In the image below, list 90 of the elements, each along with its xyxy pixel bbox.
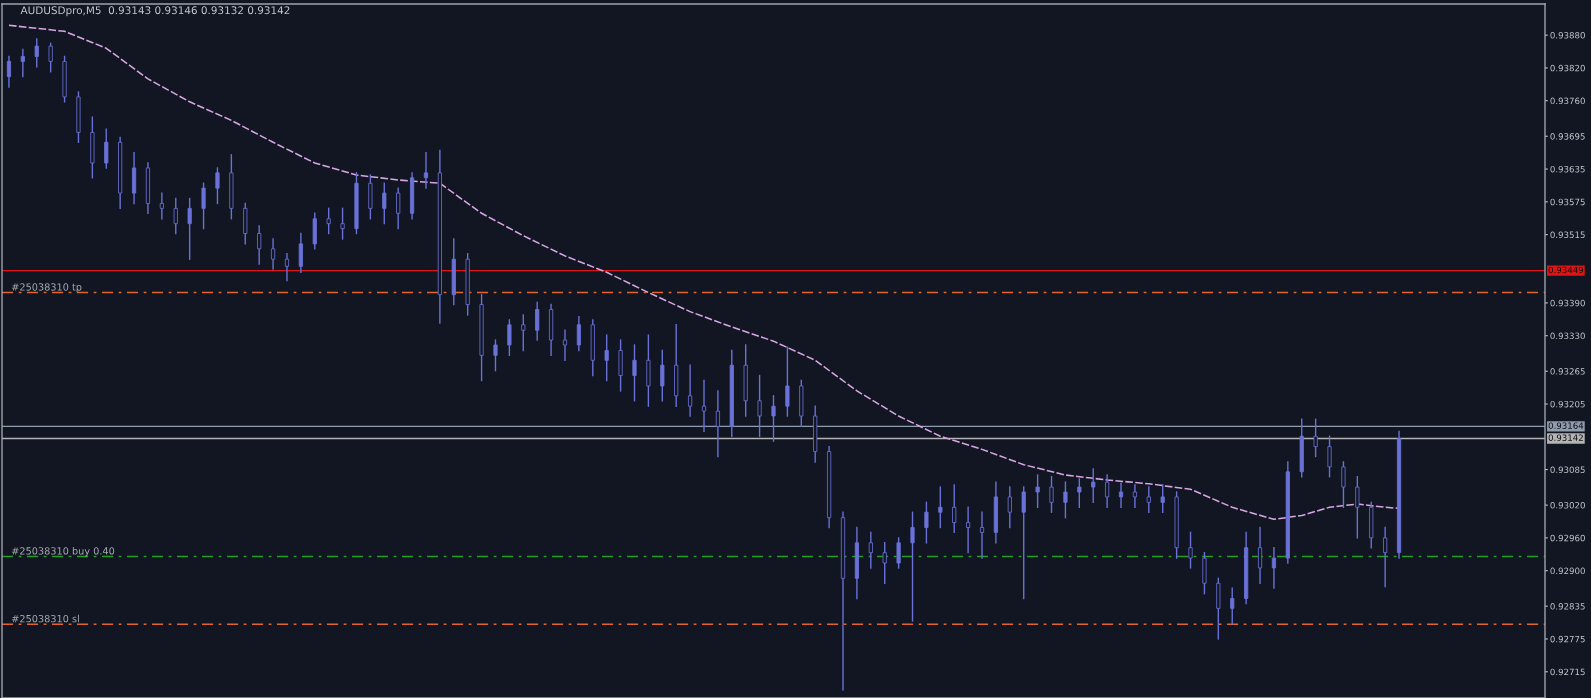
ref-line-label: 0.93142 xyxy=(1548,434,1583,441)
candlestick xyxy=(1035,474,1040,508)
candlestick xyxy=(576,315,581,352)
candlestick xyxy=(423,151,429,189)
candlestick xyxy=(535,301,540,341)
y-tick-label: 0.93695 xyxy=(1550,133,1585,140)
candlestick xyxy=(1077,478,1082,508)
candlestick xyxy=(1257,526,1263,584)
candlestick xyxy=(1146,486,1151,513)
y-tick-label: 0.92835 xyxy=(1550,603,1585,610)
candlestick xyxy=(493,339,498,372)
candlestick xyxy=(688,364,693,417)
y-tick-label: 0.92715 xyxy=(1550,668,1585,676)
candlestick xyxy=(382,182,387,225)
ref-line-label: #25038310 sl xyxy=(12,614,79,623)
candlestick xyxy=(521,314,526,352)
candlestick xyxy=(604,334,609,382)
candlestick xyxy=(159,192,164,220)
ref-line-label: 0.93164 xyxy=(1548,422,1584,429)
y-tick-label: 0.93760 xyxy=(1550,97,1585,105)
candlestick xyxy=(1160,484,1165,513)
candlestick xyxy=(1118,482,1124,508)
y-tick-label: 0.93635 xyxy=(1550,165,1585,173)
y-tick-label: 0.93205 xyxy=(1550,400,1585,408)
candlestick xyxy=(173,197,178,235)
candlestick xyxy=(1341,461,1346,508)
candlestick xyxy=(187,197,192,260)
ref-line-label: #25038310 tp xyxy=(12,283,82,293)
candlestick xyxy=(715,390,720,458)
candlestick xyxy=(201,182,206,230)
candlestick xyxy=(326,207,331,235)
candlestick xyxy=(757,374,762,437)
candlestick xyxy=(660,349,665,402)
candlestick xyxy=(632,344,637,402)
candlestick xyxy=(1313,418,1318,458)
candlestick xyxy=(924,501,929,544)
candlestick xyxy=(6,55,12,88)
candlestick xyxy=(48,42,53,73)
candlestick xyxy=(1105,474,1110,508)
candlestick xyxy=(1327,435,1332,478)
candlestick xyxy=(562,329,568,361)
candlestick xyxy=(701,379,707,433)
candlestick xyxy=(771,395,776,442)
candlestick xyxy=(882,542,887,584)
candlestick xyxy=(396,187,401,230)
candlestick xyxy=(1230,587,1235,625)
candlestick xyxy=(257,225,262,265)
candlestick xyxy=(1271,547,1277,589)
candlestick xyxy=(270,238,276,270)
candlestick xyxy=(938,486,943,529)
candlestick xyxy=(952,484,957,534)
y-tick-label: 0.93515 xyxy=(1550,231,1585,238)
candlestick xyxy=(1091,468,1096,504)
y-tick-label: 0.93880 xyxy=(1550,32,1585,39)
candlestick xyxy=(215,167,220,205)
y-tick-label: 0.93820 xyxy=(1550,64,1585,72)
candlestick xyxy=(1021,486,1026,600)
y-tick-label: 0.93330 xyxy=(1550,332,1585,340)
candlestick xyxy=(340,207,345,240)
candlestick xyxy=(104,128,109,169)
y-tick-label: 0.93390 xyxy=(1550,299,1585,307)
candlestick xyxy=(34,38,39,68)
candlestick xyxy=(868,531,873,569)
candlestick xyxy=(966,506,971,554)
candlestick xyxy=(1383,526,1388,588)
candlestick xyxy=(1188,531,1193,569)
y-tick-label: 0.93085 xyxy=(1550,466,1585,473)
candlestick xyxy=(1049,475,1054,513)
ref-line-label: 0.93449 xyxy=(1548,266,1584,274)
candlestick xyxy=(507,319,512,357)
chart-title: AUDUSDpro,M5 0.93143 0.93146 0.93132 0.93142 xyxy=(20,6,290,17)
candlestick xyxy=(1132,484,1138,508)
candlestick xyxy=(284,253,290,282)
candlestick xyxy=(298,232,303,274)
line-series xyxy=(8,24,1400,521)
candlestick xyxy=(1063,481,1068,519)
candlestick xyxy=(785,346,790,417)
y-tick-label: 0.92775 xyxy=(1550,635,1585,643)
y-tick-label: 0.93575 xyxy=(1550,198,1585,206)
candlestick xyxy=(20,48,25,78)
candlestick xyxy=(1355,475,1360,539)
y-tick-label: 0.92900 xyxy=(1550,567,1585,575)
candlestick xyxy=(1007,486,1012,529)
candlestick xyxy=(896,537,901,569)
y-tick-label: 0.93020 xyxy=(1550,501,1585,509)
candlestick xyxy=(979,511,985,559)
y-tick-label: 0.93265 xyxy=(1550,368,1585,375)
ref-line-label: #25038310 buy 0.40 xyxy=(12,547,115,557)
y-tick-label: 0.92960 xyxy=(1550,534,1585,542)
candlestick xyxy=(910,511,915,622)
